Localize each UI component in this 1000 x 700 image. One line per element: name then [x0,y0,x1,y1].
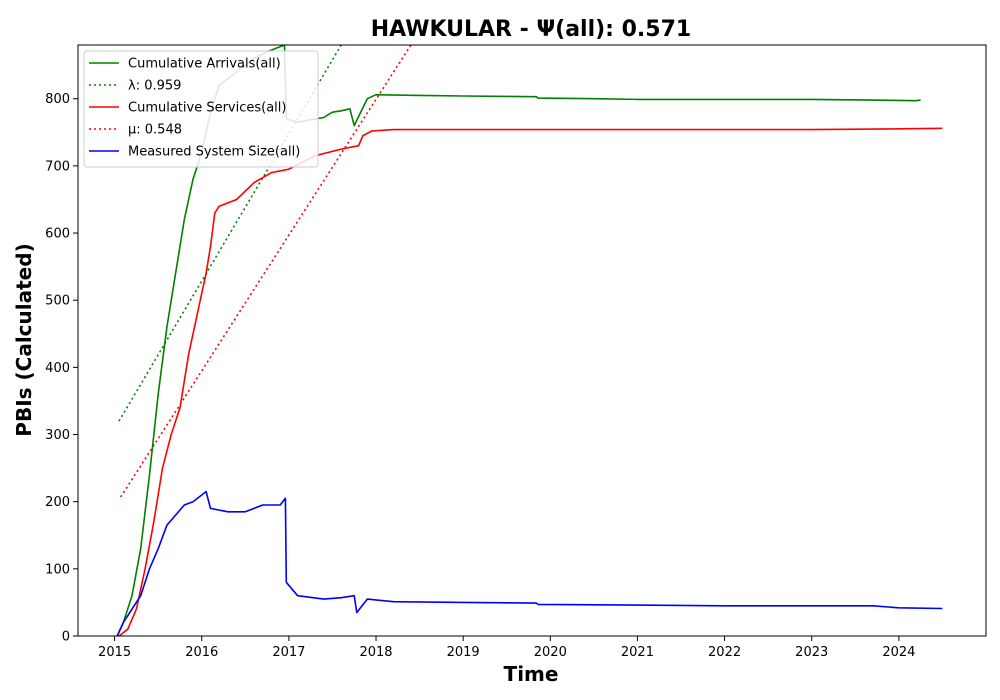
legend-label: Cumulative Arrivals(all) [128,57,281,72]
legend-label: μ: 0.548 [128,123,182,138]
series-line-4 [116,490,943,636]
x-tick-label: 2015 [98,645,131,660]
x-tick-label: 2024 [882,645,915,660]
y-tick-label: 200 [45,495,70,510]
y-tick-label: 800 [45,92,70,107]
y-tick-label: 500 [45,294,70,309]
y-axis: 0 100 200 300 400 500 600 700 800 [45,92,78,645]
x-tick-label: 2019 [447,645,480,660]
y-tick-label: 600 [45,227,70,242]
plot-frame [77,44,987,637]
x-tick-label: 2023 [795,645,828,660]
y-tick-label: 100 [45,562,70,577]
legend-label: Cumulative Services(all) [128,101,286,116]
x-tick-label: 2016 [185,645,218,660]
y-tick-label: 400 [45,361,70,376]
chart-title: HAWKULAR - Ψ(all): 0.571 [371,17,691,42]
series-line-2 [118,127,943,636]
legend-box [83,50,319,168]
x-tick-label: 2021 [621,645,654,660]
legend-label: λ: 0.959 [128,79,181,94]
y-axis-label: PBIs (Calculated) [12,243,36,436]
x-tick-label: 2018 [359,645,392,660]
x-tick-label: 2022 [708,645,741,660]
legend-label: Measured System Size(all) [128,145,300,160]
x-axis: 2015 2016 2017 2018 2019 2020 2021 2022 2023 2024 [98,636,915,660]
legend: Cumulative Arrivals(all) λ: 0.959 Cumulati… [83,50,319,168]
y-tick-label: 0 [62,630,70,645]
y-tick-label: 300 [45,428,70,443]
x-tick-label: 2017 [272,645,305,660]
x-axis-label: Time [504,662,559,686]
x-tick-label: 2020 [534,645,567,660]
y-tick-label: 700 [45,159,70,174]
